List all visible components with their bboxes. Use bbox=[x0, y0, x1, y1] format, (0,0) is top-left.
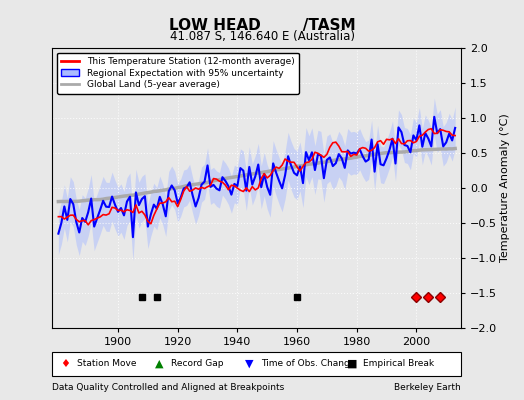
Text: Station Move: Station Move bbox=[77, 360, 136, 368]
Text: Berkeley Earth: Berkeley Earth bbox=[395, 383, 461, 392]
Text: ▲: ▲ bbox=[155, 359, 163, 369]
Text: Record Gap: Record Gap bbox=[171, 360, 223, 368]
Text: LOW HEAD        /TASM: LOW HEAD /TASM bbox=[169, 18, 355, 33]
Text: Data Quality Controlled and Aligned at Breakpoints: Data Quality Controlled and Aligned at B… bbox=[52, 383, 285, 392]
Text: Time of Obs. Change: Time of Obs. Change bbox=[261, 360, 355, 368]
Text: 41.087 S, 146.640 E (Australia): 41.087 S, 146.640 E (Australia) bbox=[169, 30, 355, 43]
Y-axis label: Temperature Anomaly (°C): Temperature Anomaly (°C) bbox=[500, 114, 510, 262]
Text: ▼: ▼ bbox=[245, 359, 253, 369]
Text: Empirical Break: Empirical Break bbox=[363, 360, 434, 368]
Legend: This Temperature Station (12-month average), Regional Expectation with 95% uncer: This Temperature Station (12-month avera… bbox=[57, 52, 299, 94]
Text: ♦: ♦ bbox=[61, 359, 71, 369]
Text: ■: ■ bbox=[347, 359, 357, 369]
FancyBboxPatch shape bbox=[52, 352, 461, 376]
